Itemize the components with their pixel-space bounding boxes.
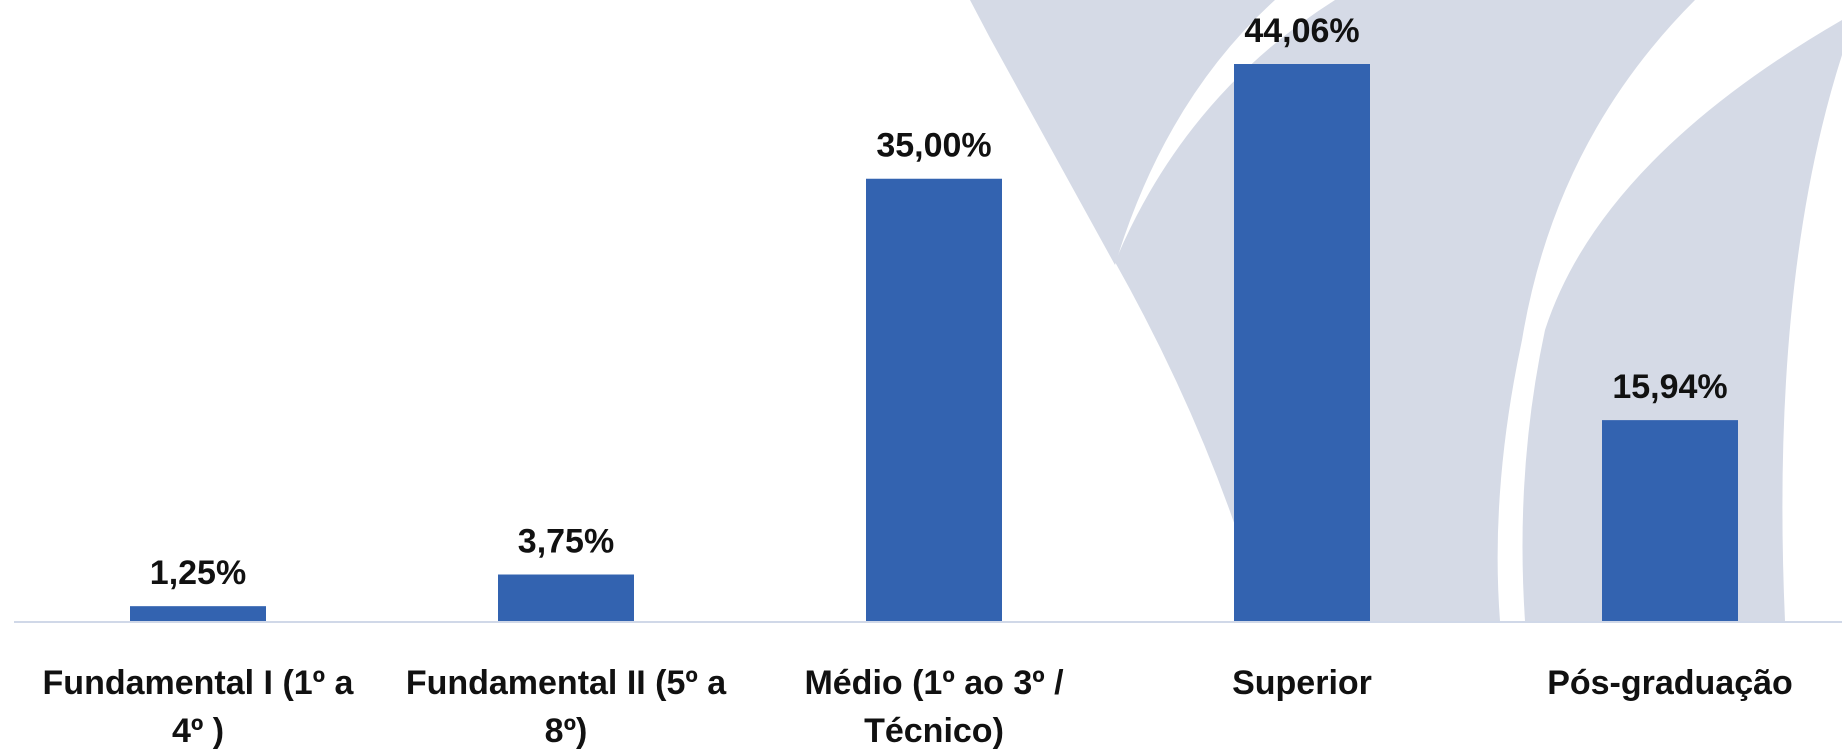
category-label-1: Fundamental I (1º a 4º ) [43,664,355,750]
category-label-2: Fundamental II (5º a 8º) [406,664,727,750]
category-label-line: Superior [1232,664,1372,702]
data-label-2: 3,75% [518,523,614,561]
category-label-4: Superior [1232,664,1372,702]
bar-2 [498,574,634,622]
bar-4 [1234,64,1370,622]
category-label-line: 4º ) [172,712,224,750]
bar-1 [130,606,266,622]
data-label-3: 35,00% [876,127,991,165]
category-label-line: Pós-graduação [1547,664,1793,702]
category-label-line: Fundamental I (1º a [43,664,355,702]
bar-3 [866,178,1002,622]
data-label-1: 1,25% [150,554,246,592]
category-label-line: Técnico) [864,712,1004,750]
data-label-5: 15,94% [1612,368,1727,406]
data-label-4: 44,06% [1244,12,1359,50]
bar-5 [1602,420,1738,622]
watermark-shape-left [970,0,1275,265]
category-label-5: Pós-graduação [1547,664,1793,702]
category-label-line: Fundamental II (5º a [406,664,727,702]
category-label-3: Médio (1º ao 3º / Técnico) [804,664,1064,750]
category-label-line: Médio (1º ao 3º / [804,664,1064,702]
category-label-line: 8º) [545,712,588,750]
